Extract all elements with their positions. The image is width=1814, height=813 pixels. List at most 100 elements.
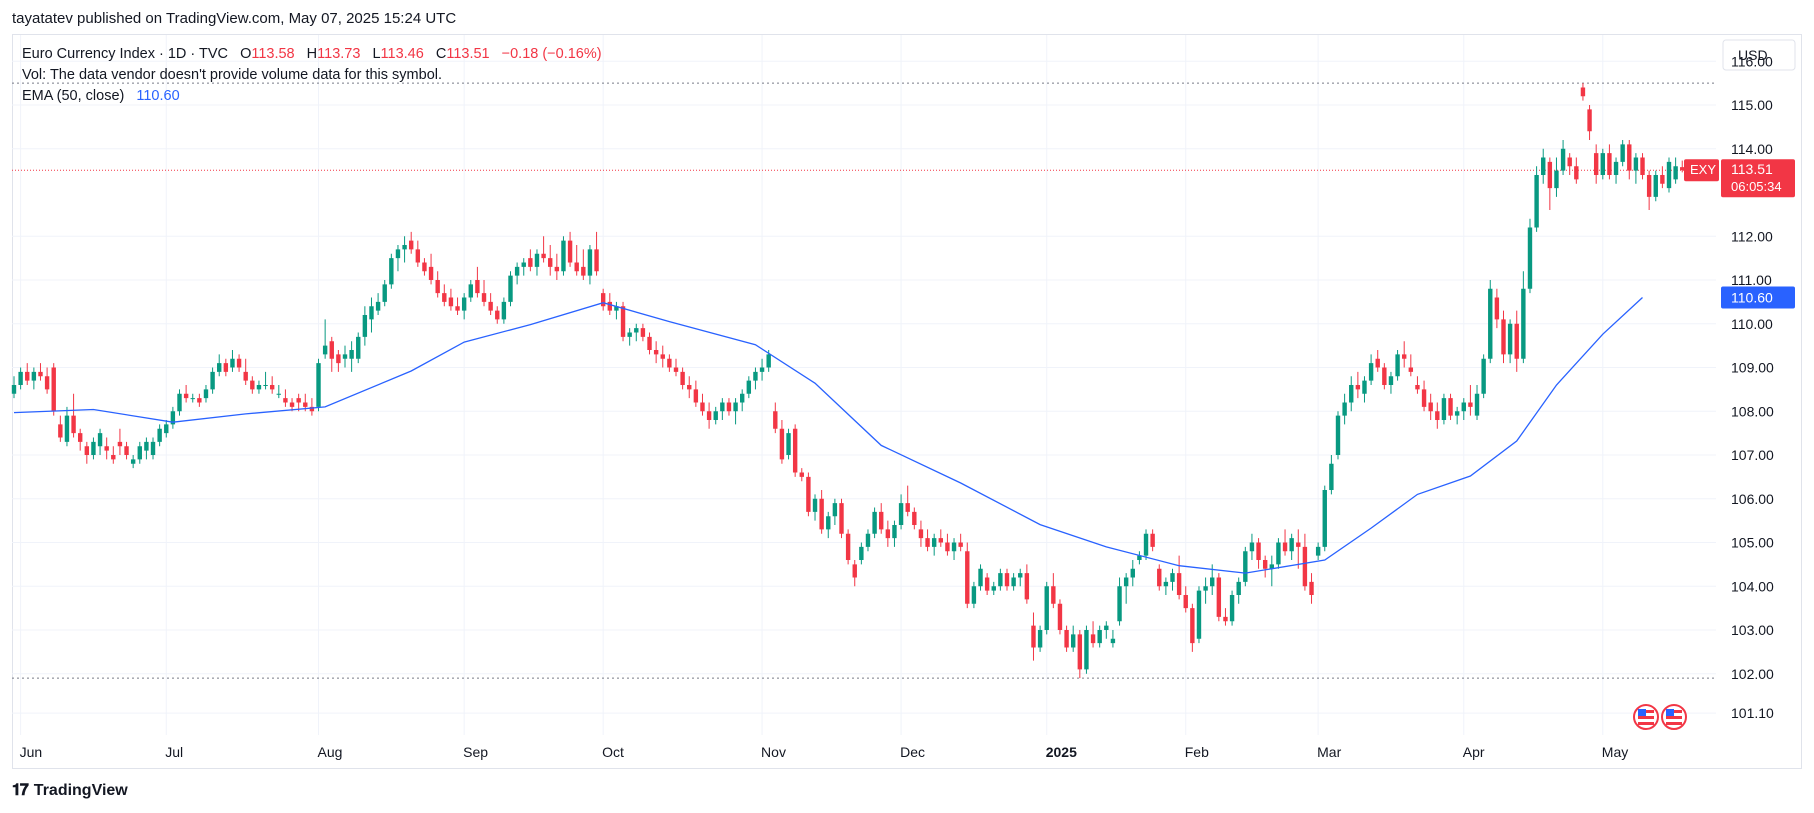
time-axis[interactable]: Jun Jul Aug Sep Oct Nov Dec 2025 Feb Mar Apr May	[20, 744, 1629, 760]
candle-body	[1335, 415, 1341, 455]
candle-body	[51, 367, 56, 412]
candle	[726, 398, 732, 416]
candle-body	[1090, 634, 1096, 644]
candle-body	[1289, 538, 1294, 552]
candle-body	[587, 249, 593, 276]
candle-body	[832, 503, 838, 517]
candle	[759, 358, 765, 381]
candle-body	[316, 363, 321, 407]
candle	[779, 420, 785, 464]
candle-body	[170, 411, 176, 425]
candle-body	[1097, 630, 1102, 644]
price-tick-label: 115.00	[1731, 97, 1773, 113]
candle	[369, 297, 374, 333]
candle	[1302, 533, 1308, 591]
candle-body	[1349, 385, 1354, 403]
candle-body	[1382, 367, 1387, 385]
legend-symbol-row: Euro Currency Index · 1D · TVC O113.58 H…	[22, 44, 602, 65]
time-tick-label: Oct	[602, 744, 624, 760]
candle-body	[124, 446, 129, 455]
candle	[362, 306, 368, 346]
candle-body	[84, 446, 90, 455]
candle	[1501, 310, 1506, 364]
legend-low-label: L	[372, 46, 381, 62]
price-tick-label: 102.00	[1731, 666, 1774, 682]
candle-body	[1256, 542, 1261, 560]
candle	[44, 367, 50, 394]
candle	[1521, 271, 1526, 364]
candle	[521, 258, 526, 276]
candle	[1322, 485, 1327, 552]
candle-body	[1587, 109, 1592, 132]
price-axis[interactable]: USD 116.00 115.00 114.00 112.00 111.00 110.00…	[1722, 39, 1796, 721]
candle-body	[958, 542, 963, 547]
candle-body	[1329, 463, 1334, 490]
candle-body	[859, 546, 864, 560]
candle	[1018, 568, 1023, 587]
time-tick-label: Nov	[761, 744, 786, 760]
candle	[1157, 564, 1162, 591]
legend-high: 113.73	[317, 46, 361, 62]
candle-body	[1580, 87, 1586, 97]
legend-ema-label[interactable]: EMA (50, close)	[22, 88, 125, 104]
candle-body	[1415, 385, 1420, 390]
candle-body	[1633, 157, 1639, 171]
candle-body	[197, 398, 202, 403]
candle	[673, 358, 679, 377]
candle-body	[1567, 157, 1572, 167]
candle	[1468, 385, 1473, 416]
candle-body	[1249, 542, 1255, 552]
candle	[1673, 157, 1678, 184]
candle-body	[455, 306, 460, 311]
candle	[865, 529, 871, 552]
legend-symbol[interactable]: Euro Currency Index · 1D · TVC	[22, 46, 229, 62]
candle-body	[594, 249, 599, 272]
candle-body	[905, 503, 910, 512]
candle-body	[164, 424, 169, 434]
candle	[1282, 529, 1288, 556]
candle	[256, 380, 262, 394]
candle	[852, 560, 857, 587]
candle	[594, 231, 599, 276]
candle	[792, 424, 798, 477]
last-price-badge	[1721, 159, 1795, 198]
candle	[1137, 551, 1142, 565]
candle	[1395, 350, 1400, 381]
price-tick-label: 114.00	[1731, 141, 1773, 157]
candle	[1541, 148, 1546, 184]
ema-price-text: 110.60	[1731, 290, 1773, 306]
us-flag-icon[interactable]	[1661, 704, 1687, 730]
candle	[1448, 393, 1453, 420]
candlestick-series	[11, 83, 1685, 679]
currency-button[interactable]	[1722, 39, 1796, 71]
candle-body	[461, 297, 467, 311]
candle-body	[1627, 144, 1632, 171]
candle	[276, 385, 281, 399]
candle	[647, 332, 652, 355]
candle	[1547, 157, 1553, 210]
candle-body	[1474, 393, 1480, 416]
candle-body	[111, 455, 116, 460]
candle-body	[620, 306, 626, 337]
candle	[1574, 157, 1579, 184]
time-tick-label: Mar	[1317, 744, 1341, 760]
us-flag-icon[interactable]	[1633, 704, 1659, 730]
candle-body	[1560, 148, 1566, 171]
candle	[1355, 371, 1361, 399]
candle	[1190, 603, 1195, 652]
candle	[514, 262, 520, 285]
candle	[885, 520, 891, 547]
candle-body	[1051, 586, 1056, 604]
candle-body	[1282, 542, 1288, 552]
candle-body	[845, 533, 851, 560]
candle-body	[773, 411, 778, 429]
candle-body	[673, 367, 679, 372]
event-icons[interactable]	[1633, 704, 1687, 730]
candle	[1560, 140, 1566, 175]
candle	[600, 288, 606, 311]
legend-close-label: C	[435, 46, 447, 62]
tradingview-logo[interactable]: 𝟏𝟕 TradingView	[12, 782, 128, 800]
legend-volume-note: Vol: The data vendor doesn't provide vol…	[22, 67, 443, 83]
candle-body	[640, 328, 646, 337]
